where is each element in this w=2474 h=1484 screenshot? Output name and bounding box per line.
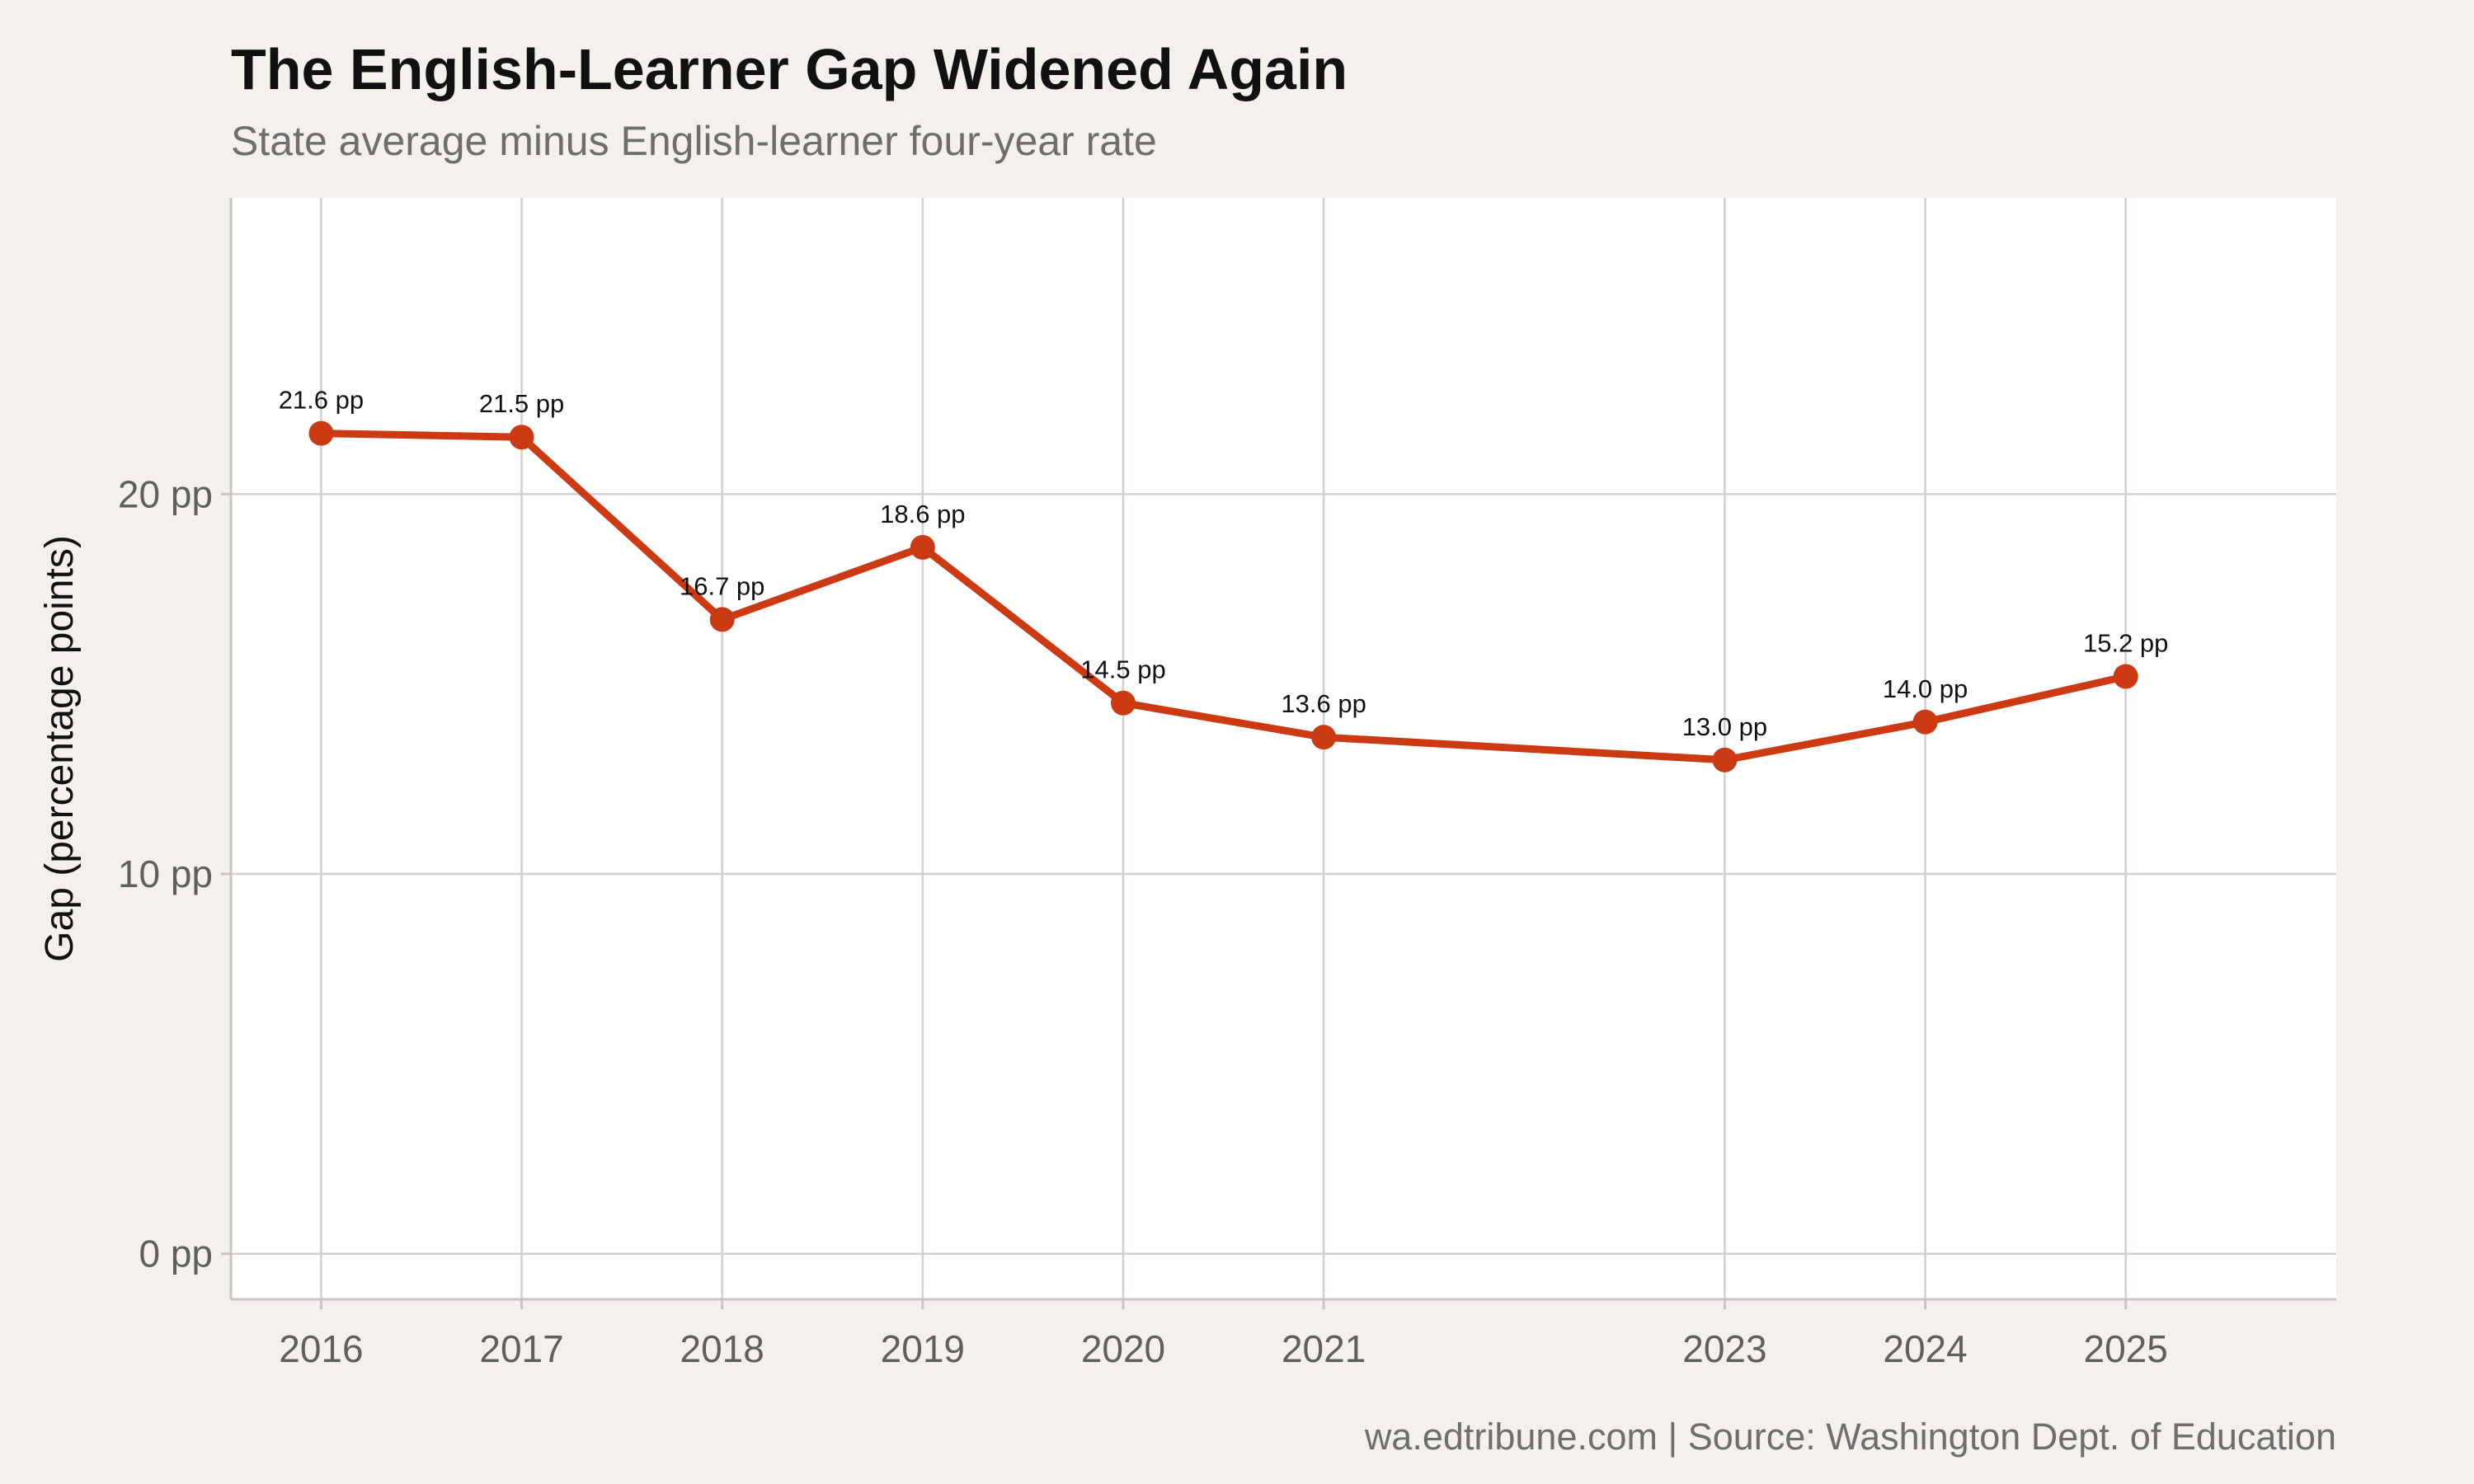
data-point [1311,725,1337,750]
y-tick-label: 20 pp [118,472,213,515]
x-tick-label: 2017 [479,1327,563,1370]
data-label: 21.6 pp [279,386,364,415]
data-point [1712,747,1738,773]
x-tick-label: 2025 [2084,1327,2168,1370]
chart-subtitle: State average minus English-learner four… [231,118,1157,164]
plot-panel [231,198,2336,1299]
data-point [709,607,735,632]
y-axis-title: Gap (percentage points) [38,535,82,962]
x-tick-label: 2016 [279,1327,363,1370]
data-point [308,420,334,446]
data-point [1110,690,1136,716]
data-label: 14.5 pp [1080,655,1165,684]
y-tick-label: 10 pp [118,852,213,895]
x-tick-label: 2024 [1883,1327,1967,1370]
data-point [1912,709,1938,735]
data-label: 14.0 pp [1883,674,1968,703]
data-label: 15.2 pp [2083,628,2168,657]
chart-caption: wa.edtribune.com | Source: Washington De… [1364,1416,2336,1458]
x-tick-label: 2018 [680,1327,764,1370]
data-label: 13.0 pp [1682,712,1767,741]
data-point [910,534,935,560]
data-labels: 21.6 pp 21.5 pp 16.7 pp 18.6 pp 14.5 pp 13.6 … [279,386,2169,741]
data-label: 21.5 pp [479,389,564,418]
x-tick-label: 2020 [1081,1327,1165,1370]
axes [229,198,2336,1301]
chart-title: The English-Learner Gap Widened Again [231,37,1348,101]
data-label: 13.6 pp [1281,689,1366,718]
x-tick-label: 2019 [881,1327,965,1370]
y-tick-label: 0 pp [139,1233,213,1275]
data-label: 16.7 pp [680,571,764,600]
data-point [2113,664,2138,689]
series [308,420,2138,773]
x-tick-label: 2023 [1682,1327,1766,1370]
tick-labels: 0 pp 10 pp 20 pp 2016 2017 2018 2019 2020 2021 20… [118,472,2168,1370]
x-tick-label: 2021 [1282,1327,1366,1370]
data-label: 18.6 pp [880,500,965,528]
data-point [509,425,534,450]
